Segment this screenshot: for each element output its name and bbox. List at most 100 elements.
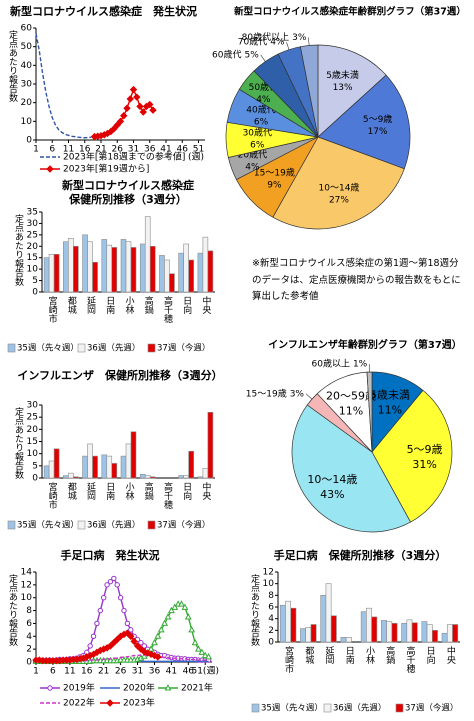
bar [207,250,214,293]
slice-value-label: 3% [290,389,305,399]
y-tick-label: 12 [263,568,274,578]
bar [144,216,151,293]
x-tick-label: 宮崎市 [47,481,58,510]
bar [48,460,55,479]
bar [164,259,170,293]
bar [188,450,194,479]
x-tick-label: 小林 [124,482,135,501]
x-tick-label: 31 [128,145,139,155]
x-tick-label: 宮崎市 [283,645,294,674]
marker [97,607,104,614]
pie-slice [317,44,387,138]
marker [139,108,147,116]
x-tick-label: 日南 [104,482,115,500]
legend-label: 2021年 [181,682,213,694]
bar [279,604,286,643]
bar [53,448,60,479]
marker [201,651,209,659]
bar [371,616,378,643]
marker [100,595,107,601]
x-tick-label: 日南 [344,646,355,664]
x-tick-label: 51 [193,145,204,155]
bar [188,259,194,293]
marker [120,112,128,120]
slice-label: 5～9歳 [363,113,392,125]
marker [137,645,145,653]
chart-title: インフルエンザ 保健所別推移（3週分） [17,368,222,382]
legend-label: 36週（先週） [333,703,386,714]
legend-marker [164,684,172,691]
x-tick-label: 都城 [303,646,314,665]
bar [207,411,214,479]
bar [446,624,453,643]
marker [94,620,100,627]
y-tick-label: 6 [26,619,32,629]
bar [305,627,312,643]
slice-label: 10～14歳 [307,473,357,486]
chart-title: 新型コロナウイルス感染症 [62,178,194,192]
bar [111,247,118,293]
bar [431,630,438,643]
bar [202,236,209,293]
bar [411,622,418,643]
slice-label: 60歳以上 [312,358,350,370]
slice-value-label: 13% [333,83,353,93]
bar [290,607,297,643]
legend-label: 2019年 [63,682,95,694]
bar [48,253,55,293]
marker [126,95,134,103]
y-tick-label: 0 [26,136,32,146]
marker [171,603,179,610]
x-tick-label: 日南 [104,296,115,314]
slice-value-label: 4% [245,163,260,173]
bar [340,637,347,643]
bar [130,431,137,479]
bar [63,241,69,293]
bar [111,463,118,479]
x-tick-label: 16 [81,667,93,677]
bar [106,455,113,479]
y-tick-label: 30 [21,80,33,90]
marker [167,606,175,614]
bar [149,476,156,479]
x-tick-label: 宮崎市 [47,295,58,324]
y-tick-label: 8 [268,591,274,601]
slice-label: 15～19歳 [246,387,287,399]
y-tick-label: 2 [268,626,274,636]
bar [320,595,327,643]
bar [87,443,93,479]
series-line [35,33,92,139]
slice-label: 5～9歳 [407,443,443,456]
y-tick-label: 10 [27,265,39,275]
y-tick-label: 35 [27,208,38,218]
legend-label: 2023年[第19週から] [63,163,149,175]
legend-marker [46,165,54,173]
bar [202,467,209,479]
legend-label: 2023年[第18週までの参考値] [63,151,185,163]
marker [136,102,144,111]
bar [159,255,165,293]
x-tick-label: 46 [183,667,195,677]
bar [144,475,151,479]
bar [125,241,132,293]
bar [178,252,184,293]
slice-value-label: 6% [254,118,269,128]
x-tick-label: 日向 [181,482,192,500]
legend-swatch [7,520,16,530]
legend-label: 36週（先週） [87,520,140,531]
marker [110,125,118,133]
bar [130,247,137,293]
slice-value-label: 43% [320,488,344,501]
y-tick-label: 20 [27,425,39,435]
x-tick-label: 1 [33,145,39,155]
y-tick-label: 0 [32,288,38,298]
leader-line [308,37,310,46]
marker [146,100,154,109]
x-tick-label: 延岡 [85,481,96,501]
marker [191,638,199,646]
legend-marker [47,685,53,691]
slice-label: 80歳代以上 [242,31,289,43]
x-tick-label: 中央 [200,481,211,501]
bar [197,252,204,293]
